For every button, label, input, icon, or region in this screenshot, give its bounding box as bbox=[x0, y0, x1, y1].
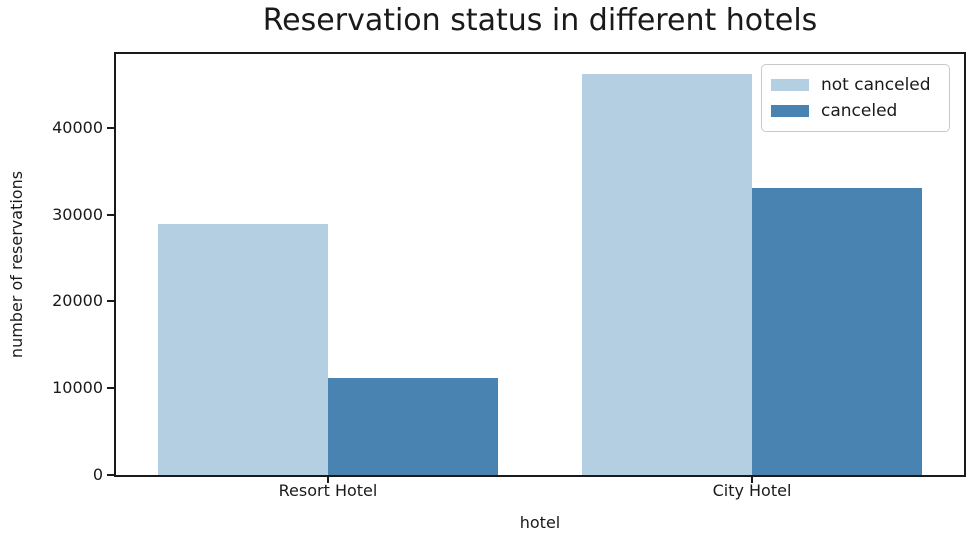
bar-not-canceled-City-Hotel bbox=[582, 73, 752, 475]
y-tick-label: 30000 bbox=[52, 204, 103, 224]
x-tick-mark bbox=[327, 477, 329, 483]
x-tick-label: City Hotel bbox=[712, 481, 792, 500]
bar-canceled-Resort-Hotel bbox=[328, 378, 498, 475]
x-tick-label: Resort Hotel bbox=[278, 481, 378, 500]
legend-label: not canceled bbox=[821, 75, 931, 95]
x-axis-label: hotel bbox=[519, 513, 561, 532]
legend-item: canceled bbox=[771, 98, 939, 124]
chart-title: Reservation status in different hotels bbox=[262, 3, 818, 38]
legend-swatch bbox=[771, 105, 809, 117]
y-tick-mark bbox=[107, 126, 114, 129]
y-tick-mark bbox=[107, 387, 114, 390]
bar-canceled-City-Hotel bbox=[752, 187, 922, 475]
legend-label: canceled bbox=[821, 101, 898, 121]
legend: not canceled canceled bbox=[761, 64, 950, 132]
legend-item: not canceled bbox=[771, 72, 939, 98]
y-tick-label: 40000 bbox=[52, 117, 103, 137]
bar-not-canceled-Resort-Hotel bbox=[158, 223, 328, 475]
y-tick-label: 10000 bbox=[52, 378, 103, 398]
y-tick-label: 0 bbox=[92, 465, 103, 484]
y-tick-label: 20000 bbox=[52, 291, 103, 311]
x-tick-mark bbox=[751, 477, 753, 483]
legend-swatch bbox=[771, 79, 809, 91]
y-tick-mark bbox=[107, 300, 114, 303]
y-axis-label: number of reservations bbox=[7, 170, 27, 359]
y-tick-mark bbox=[107, 213, 114, 216]
y-tick-mark bbox=[107, 474, 114, 476]
